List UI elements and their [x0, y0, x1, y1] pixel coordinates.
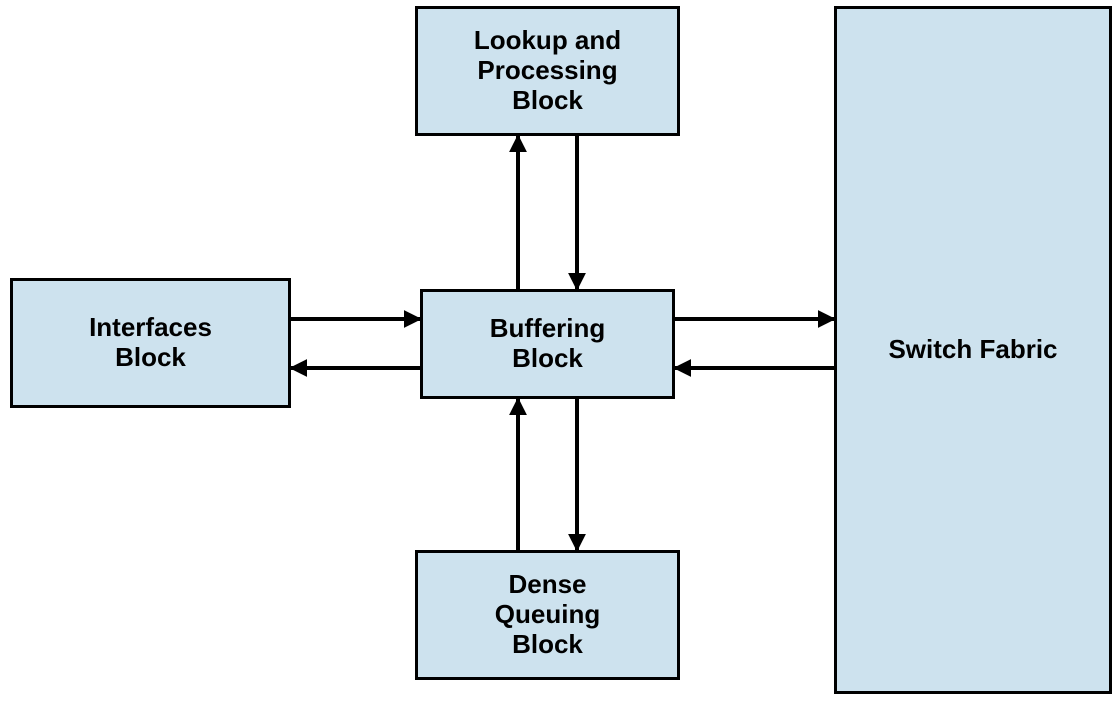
node-buffering: Buffering Block: [420, 289, 675, 399]
node-lookup: Lookup and Processing Block: [415, 6, 680, 136]
node-fabric: Switch Fabric: [834, 6, 1112, 694]
node-interfaces: Interfaces Block: [10, 278, 291, 408]
block-diagram: Lookup and Processing Block Interfaces Bl…: [0, 0, 1119, 701]
node-queuing: Dense Queuing Block: [415, 550, 680, 680]
